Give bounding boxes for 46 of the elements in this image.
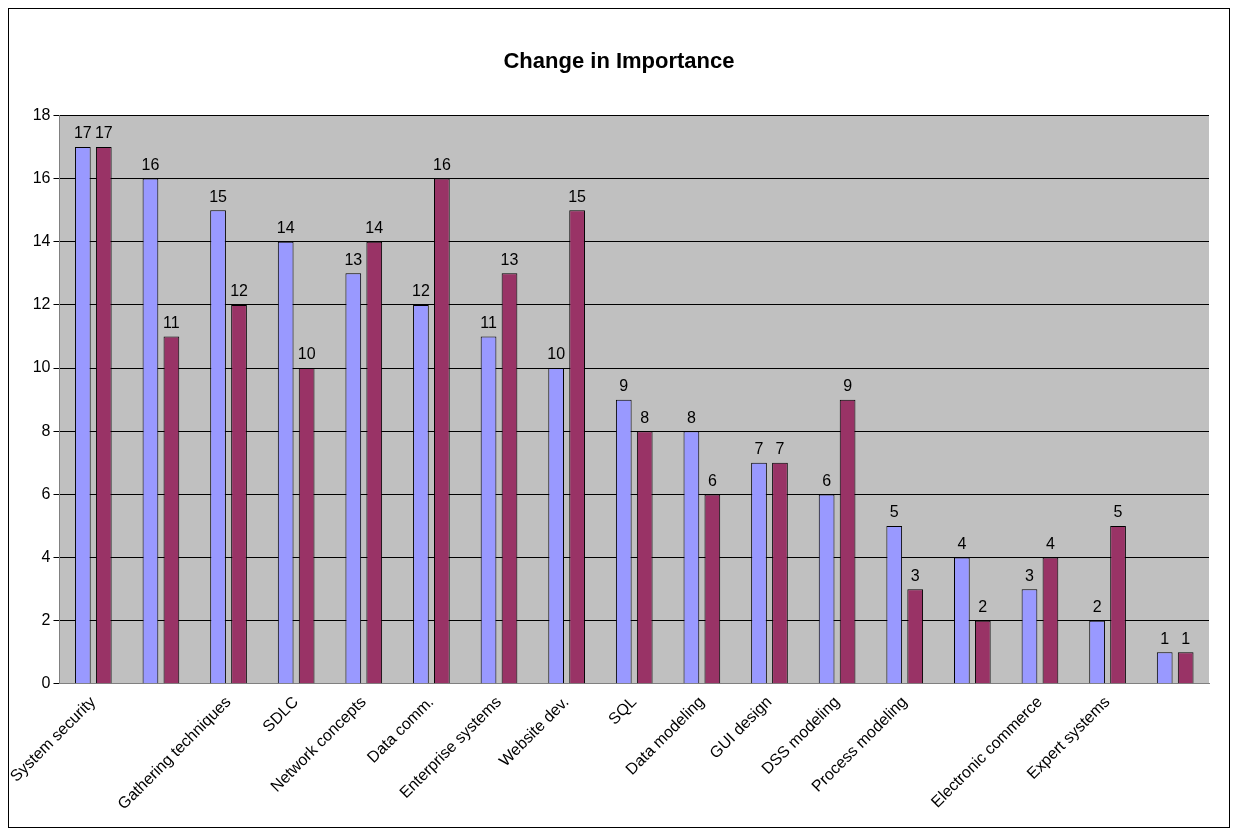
y-tick-label: 4 (41, 547, 51, 565)
y-tick-label: 14 (32, 232, 51, 250)
data-label: 15 (568, 187, 587, 205)
data-label: 6 (822, 471, 832, 489)
data-label: 11 (163, 313, 180, 331)
data-label: 10 (547, 345, 566, 363)
data-label: 17 (73, 124, 92, 142)
x-tick-label: SQL (604, 692, 640, 728)
y-tick-label: 6 (41, 484, 51, 502)
data-label: 13 (344, 250, 363, 268)
data-label: 2 (978, 598, 988, 616)
data-label: 12 (230, 282, 249, 300)
data-label: 14 (276, 219, 295, 237)
data-label: 4 (957, 534, 967, 552)
data-label: 3 (1025, 566, 1035, 584)
data-label: 12 (412, 282, 430, 300)
data-label: 7 (754, 440, 764, 458)
y-tick-label: 16 (32, 168, 51, 186)
y-tick-label: 2 (41, 611, 51, 629)
chart-title: Change in Importance (503, 48, 735, 74)
y-tick-label: 12 (32, 295, 51, 313)
data-label: 1 (1160, 629, 1170, 647)
data-label: 9 (619, 377, 629, 395)
data-label: 8 (686, 408, 696, 426)
data-label: 5 (889, 503, 899, 521)
data-label: 11 (480, 313, 497, 331)
y-tick-label: 10 (32, 358, 51, 376)
data-label: 16 (432, 155, 451, 173)
data-label: 17 (94, 124, 113, 142)
data-label: 10 (297, 345, 316, 363)
y-tick-label: 8 (41, 421, 51, 439)
data-label: 5 (1113, 503, 1123, 521)
data-label: 13 (500, 250, 519, 268)
data-label: 1 (1181, 629, 1191, 647)
data-label: 14 (365, 219, 384, 237)
data-label: 8 (640, 408, 650, 426)
data-label: 2 (1092, 598, 1102, 616)
data-label: 9 (843, 377, 853, 395)
data-label: 16 (141, 155, 160, 173)
data-label: 6 (707, 471, 717, 489)
data-label: 4 (1045, 534, 1055, 552)
data-label: 3 (910, 566, 920, 584)
data-label: 15 (209, 187, 228, 205)
y-tick-label: 0 (41, 674, 51, 692)
data-label: 7 (775, 440, 785, 458)
y-tick-label: 18 (32, 105, 51, 123)
